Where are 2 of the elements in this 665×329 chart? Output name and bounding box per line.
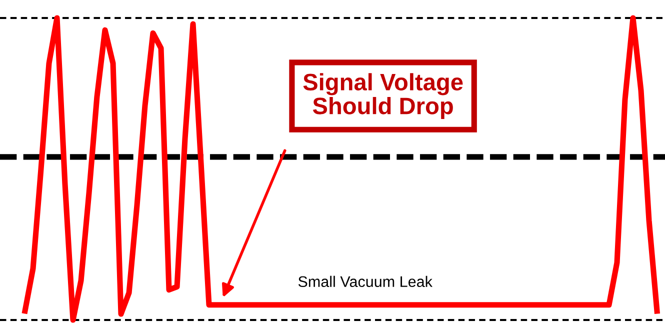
- annotation: Small Vacuum Leak: [298, 276, 432, 288]
- annotation: Signal Voltage Should Drop: [303, 73, 463, 119]
